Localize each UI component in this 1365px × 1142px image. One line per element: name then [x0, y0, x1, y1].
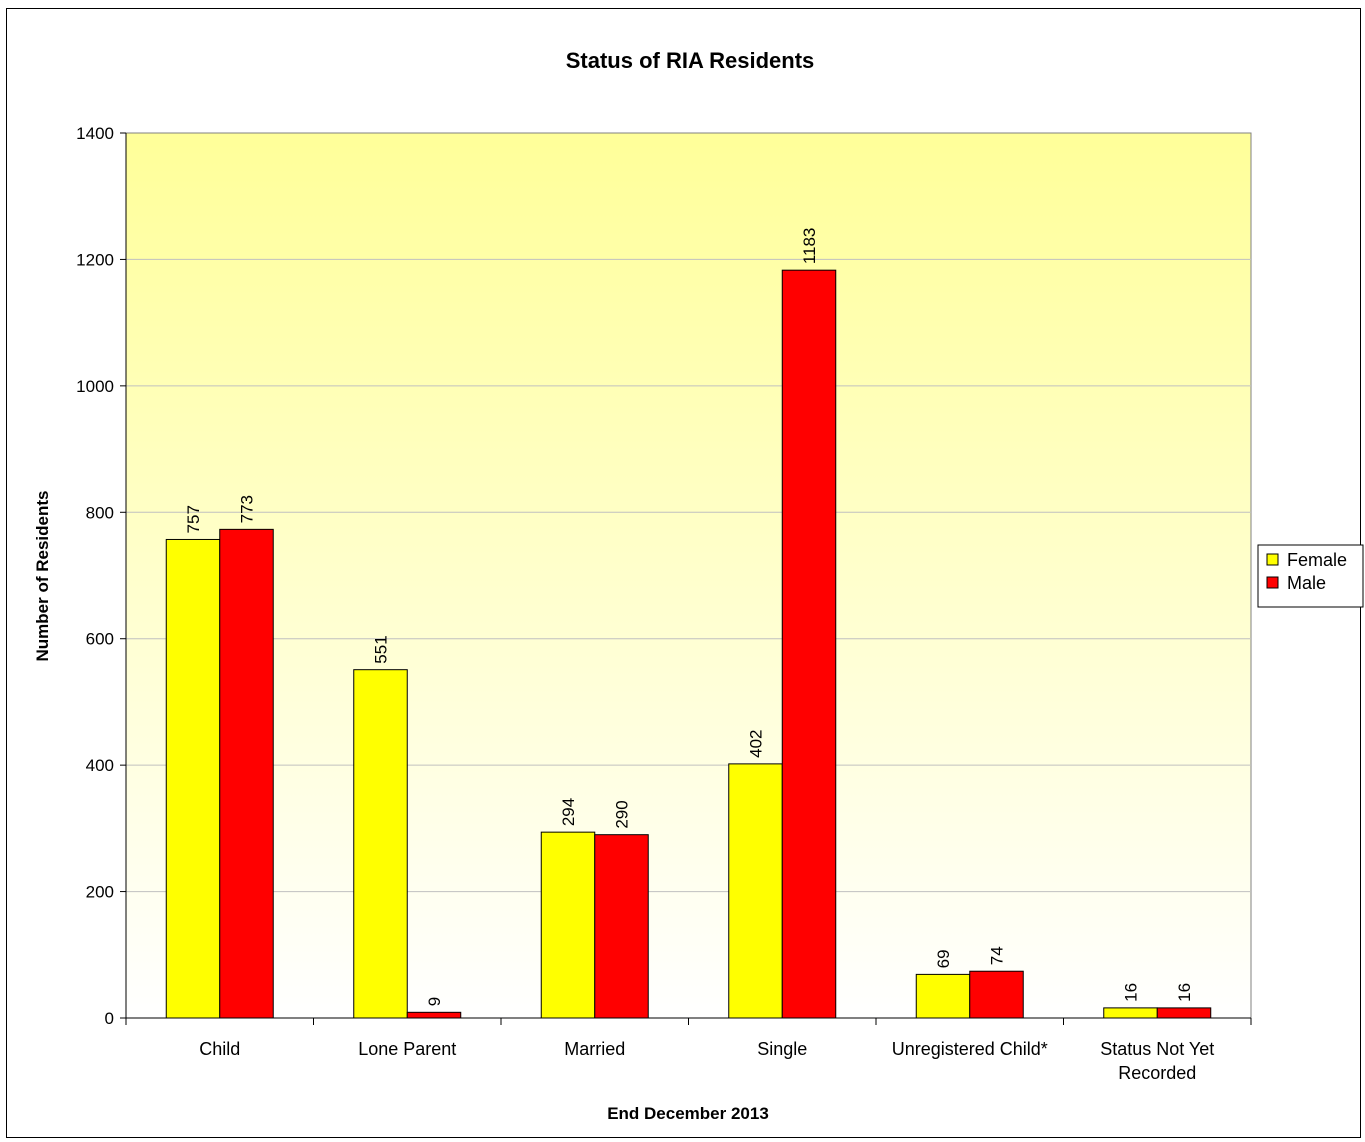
- bar-male: [781, 269, 837, 1019]
- y-tick-label: 1400: [76, 124, 114, 143]
- gridlines: [126, 258, 1251, 893]
- legend: Female Male: [1257, 544, 1364, 608]
- y-tick-label: 200: [86, 883, 114, 902]
- y-tick-label: 1200: [76, 250, 114, 269]
- category-label: Child: [199, 1039, 240, 1059]
- data-label: 1183: [800, 228, 819, 265]
- legend-swatch-female: [1266, 553, 1279, 566]
- data-label: 16: [1122, 983, 1141, 1002]
- bar-male: [594, 834, 649, 1019]
- category-label: Recorded: [1118, 1063, 1196, 1083]
- bar-female: [915, 973, 971, 1019]
- y-axis-ticks: 0 200 400 600 800 1000 1200 1400: [76, 124, 126, 1028]
- y-tick-label: 0: [105, 1009, 114, 1028]
- plot-area: [125, 132, 1252, 1019]
- legend-label-female: Female: [1287, 550, 1347, 570]
- chart-title: Status of RIA Residents: [566, 48, 815, 73]
- category-label: Single: [757, 1039, 807, 1059]
- data-label: 773: [238, 495, 257, 523]
- bar-female: [1103, 1007, 1158, 1019]
- y-axis-title: Number of Residents: [33, 491, 52, 662]
- legend-label-male: Male: [1287, 573, 1326, 593]
- data-label: 402: [747, 730, 766, 758]
- y-tick-label: 800: [86, 503, 114, 522]
- category-label: Married: [564, 1039, 625, 1059]
- data-label: 16: [1175, 983, 1194, 1002]
- data-labels: 757 773 551 9 294 290 402 1183 69 74 16 16: [184, 228, 1194, 1007]
- bar-male: [219, 528, 274, 1019]
- data-label: 69: [934, 949, 953, 968]
- category-label: Status Not Yet: [1100, 1039, 1214, 1059]
- data-label: 74: [988, 946, 1007, 965]
- y-tick-label: 600: [86, 630, 114, 649]
- x-axis-categories: Child Lone Parent Married Single Unregistere…: [125, 1018, 1252, 1083]
- y-tick-label: 1000: [76, 377, 114, 396]
- y-tick-label: 400: [86, 756, 114, 775]
- bar-female: [353, 669, 408, 1019]
- bar-male: [406, 1011, 462, 1019]
- category-label: Lone Parent: [358, 1039, 456, 1059]
- bar-female: [165, 538, 221, 1019]
- bars: [165, 269, 1212, 1019]
- data-label: 551: [372, 635, 391, 663]
- x-axis-title: End December 2013: [607, 1104, 769, 1123]
- data-label: 757: [184, 505, 203, 533]
- data-label: 294: [559, 798, 578, 826]
- bar-male: [969, 970, 1024, 1019]
- data-label: 9: [425, 997, 444, 1006]
- data-label: 290: [613, 800, 632, 828]
- bar-female: [728, 763, 783, 1019]
- bar-female: [540, 831, 596, 1019]
- bar-male: [1156, 1007, 1212, 1019]
- legend-swatch-male: [1266, 576, 1279, 589]
- category-label: Unregistered Child*: [892, 1039, 1048, 1059]
